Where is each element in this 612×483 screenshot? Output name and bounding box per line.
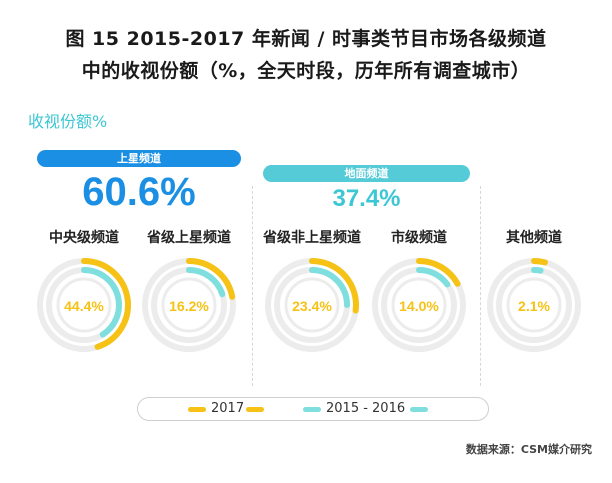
arc-2017 xyxy=(531,258,548,266)
category-label: 省级上星频道 xyxy=(147,230,231,246)
legend-swatch-2015-2016 xyxy=(410,407,428,412)
legend-swatch-2015-2016 xyxy=(303,407,321,412)
arc-2015-2016 xyxy=(309,267,350,308)
arc-2017 xyxy=(81,258,131,350)
ring-track xyxy=(56,277,112,333)
category-label: 其他频道 xyxy=(506,230,562,246)
value-label: 23.4% xyxy=(292,298,332,314)
metric-label: 收视份额% xyxy=(28,112,108,131)
group-divider xyxy=(252,186,253,386)
legend: 2017 2015 - 2016 xyxy=(137,397,489,421)
legend-label-2015-2016: 2015 - 2016 xyxy=(326,401,406,416)
group-divider xyxy=(480,186,481,386)
arc-2017 xyxy=(186,258,236,300)
legend-swatch-2017 xyxy=(246,407,264,412)
category-label: 市级频道 xyxy=(391,230,447,246)
legend-label-2017: 2017 xyxy=(211,401,245,416)
ring-track xyxy=(506,277,562,333)
value-label: 44.4% xyxy=(64,298,104,314)
group-label-satellite: 上星频道 xyxy=(37,150,241,167)
ring-track xyxy=(161,277,217,333)
legend-swatch-2017 xyxy=(188,407,206,412)
ring-track xyxy=(284,277,340,333)
value-label: 16.2% xyxy=(169,298,209,314)
arc-2017 xyxy=(416,258,461,287)
value-label: 2.1% xyxy=(518,298,550,314)
arc-2015-2016 xyxy=(531,267,544,274)
chart-title-line2: 中的收视份额（%，全天时段，历年所有调查城市） xyxy=(81,60,531,82)
arc-2017 xyxy=(309,258,359,314)
value-label: 14.0% xyxy=(399,298,439,314)
chart-title-line1: 图 15 2015-2017 年新闻 / 时事类节目市场各级频道 xyxy=(65,28,547,50)
group-total-terrestrial: 37.4% xyxy=(332,185,401,212)
arc-2015-2016 xyxy=(416,267,451,288)
arc-2015-2016 xyxy=(81,267,122,338)
ring-track xyxy=(391,277,447,333)
source-note: 数据来源：CSM媒介研究 xyxy=(465,443,592,456)
arc-2015-2016 xyxy=(186,267,226,298)
group-label-terrestrial: 地面频道 xyxy=(263,165,470,182)
group-total-satellite: 60.6% xyxy=(82,170,196,214)
category-label: 中央级频道 xyxy=(49,230,119,246)
category-label: 省级非上星频道 xyxy=(263,230,361,246)
